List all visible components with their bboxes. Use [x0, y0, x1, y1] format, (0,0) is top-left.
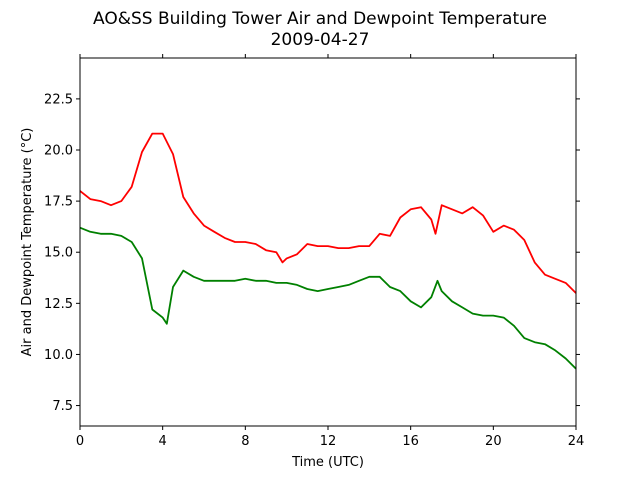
y-tick-label: 7.5 [52, 399, 73, 414]
series-line-2 [79, 226, 577, 370]
x-tick-label: 8 [241, 434, 249, 449]
y-tick-label: 10.0 [44, 348, 73, 363]
x-axis-label: Time (UTC) [291, 455, 364, 470]
y-tick-label: 12.5 [44, 297, 73, 312]
y-tick-label: 15.0 [44, 246, 73, 261]
y-axis-label: Air and Dewpoint Temperature (°C) [20, 128, 35, 357]
y-tick-label: 17.5 [44, 195, 73, 210]
x-tick-label: 0 [76, 434, 84, 449]
plot-frame [79, 57, 577, 427]
tick-layer: 0 4 8 12 16 20 24 7.5 10.0 12.5 15.0 17.5 20.0 22.5 [44, 54, 584, 449]
y-tick-label: 22.5 [44, 92, 73, 107]
series-line-1 [79, 132, 577, 294]
chart-title: AO&SS Building Tower Air and Dewpoint Te… [93, 9, 547, 29]
series-layer [79, 132, 577, 370]
x-tick-label: 4 [159, 434, 167, 449]
y-tick-label: 20.0 [44, 144, 73, 159]
chart-subtitle: 2009-04-27 [271, 30, 370, 50]
x-tick-label: 16 [402, 434, 419, 449]
x-tick-label: 12 [320, 434, 337, 449]
x-tick-label: 24 [568, 434, 585, 449]
x-tick-label: 20 [485, 434, 502, 449]
